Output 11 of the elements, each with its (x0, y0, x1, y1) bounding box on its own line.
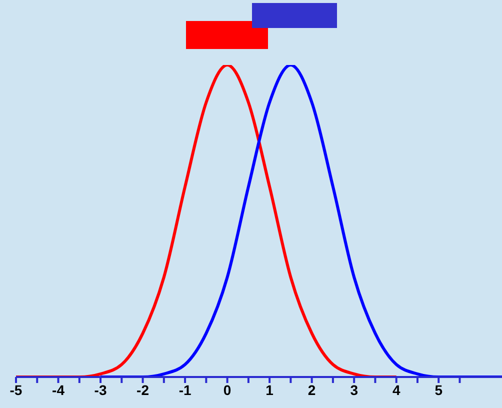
x-tick-label: 4 (392, 382, 400, 398)
x-tick-label: -1 (178, 382, 192, 398)
x-tick-label: -4 (52, 382, 65, 398)
x-tick-label: 2 (308, 382, 316, 398)
x-tick-label: 5 (434, 382, 443, 398)
x-tick-label: -3 (94, 382, 107, 398)
x-tick-label: 3 (350, 382, 358, 398)
x-tick-label: -2 (136, 382, 150, 398)
x-tick-label: 1 (266, 382, 274, 398)
x-tick-label: -5 (10, 382, 22, 398)
x-tick-label: 0 (223, 382, 232, 398)
